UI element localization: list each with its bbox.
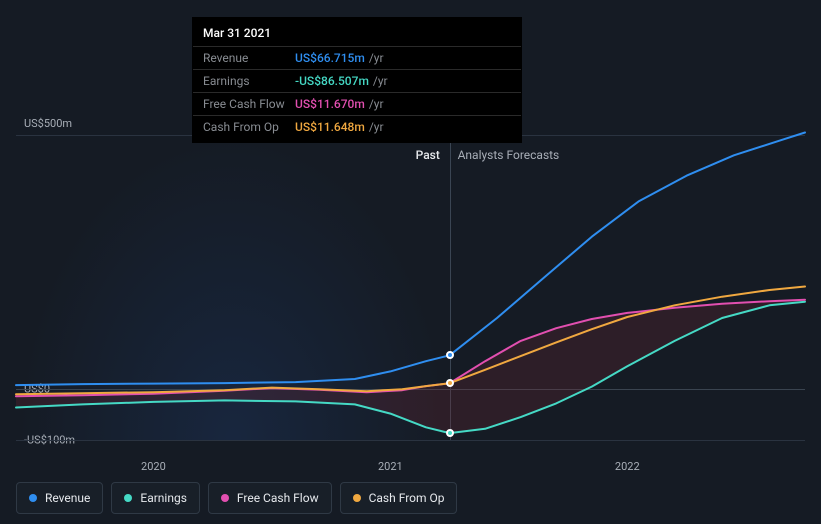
- gridline: [16, 440, 805, 441]
- tooltip-row-unit: /yr: [369, 51, 384, 65]
- tooltip-row-label: Free Cash Flow: [203, 97, 295, 111]
- x-axis-label: 2022: [615, 460, 640, 473]
- tooltip-row: RevenueUS$66.715m/yr: [193, 47, 521, 70]
- legend-item-revenue[interactable]: Revenue: [16, 482, 103, 514]
- tooltip-row-label: Cash From Op: [203, 120, 295, 134]
- legend-label: Earnings: [140, 491, 187, 505]
- legend-item-cfo[interactable]: Cash From Op: [340, 482, 458, 514]
- legend-swatch: [353, 494, 361, 502]
- tooltip-row-value: -US$86.507m: [295, 74, 369, 88]
- tooltip-row: Earnings-US$86.507m/yr: [193, 70, 521, 93]
- x-axis-label: 2021: [378, 460, 403, 473]
- tooltip-row-value: US$11.648m: [295, 120, 365, 134]
- data-tooltip: Mar 31 2021 RevenueUS$66.715m/yrEarnings…: [192, 17, 522, 143]
- legend: Revenue Earnings Free Cash Flow Cash From O…: [16, 482, 457, 514]
- tooltip-row-value: US$11.670m: [295, 97, 365, 111]
- legend-label: Free Cash Flow: [237, 491, 319, 505]
- legend-item-fcf[interactable]: Free Cash Flow: [208, 482, 332, 514]
- financial-chart: US$500mUS$0-US$100m 202020212022 Past An…: [16, 0, 805, 524]
- y-axis-label: US$500m: [24, 117, 72, 130]
- marker-cfo: [446, 379, 454, 387]
- legend-swatch: [124, 494, 132, 502]
- legend-label: Revenue: [45, 491, 90, 505]
- marker-earnings: [446, 429, 454, 437]
- tooltip-row-label: Revenue: [203, 51, 295, 65]
- legend-label: Cash From Op: [369, 491, 445, 505]
- tooltip-date: Mar 31 2021: [193, 18, 521, 47]
- tooltip-row-unit: /yr: [369, 97, 384, 111]
- legend-item-earnings[interactable]: Earnings: [111, 482, 200, 514]
- x-axis-label: 2020: [141, 460, 166, 473]
- tooltip-row: Free Cash FlowUS$11.670m/yr: [193, 93, 521, 116]
- tooltip-row-unit: /yr: [373, 74, 388, 88]
- tooltip-row-unit: /yr: [369, 120, 384, 134]
- series-line-revenue: [16, 133, 805, 386]
- marker-revenue: [446, 351, 454, 359]
- tooltip-row-label: Earnings: [203, 74, 295, 88]
- legend-swatch: [29, 494, 37, 502]
- tooltip-row-value: US$66.715m: [295, 51, 365, 65]
- legend-swatch: [221, 494, 229, 502]
- chart-lines: [16, 135, 805, 440]
- tooltip-row: Cash From OpUS$11.648m/yr: [193, 116, 521, 142]
- series-line-cfo: [16, 287, 805, 395]
